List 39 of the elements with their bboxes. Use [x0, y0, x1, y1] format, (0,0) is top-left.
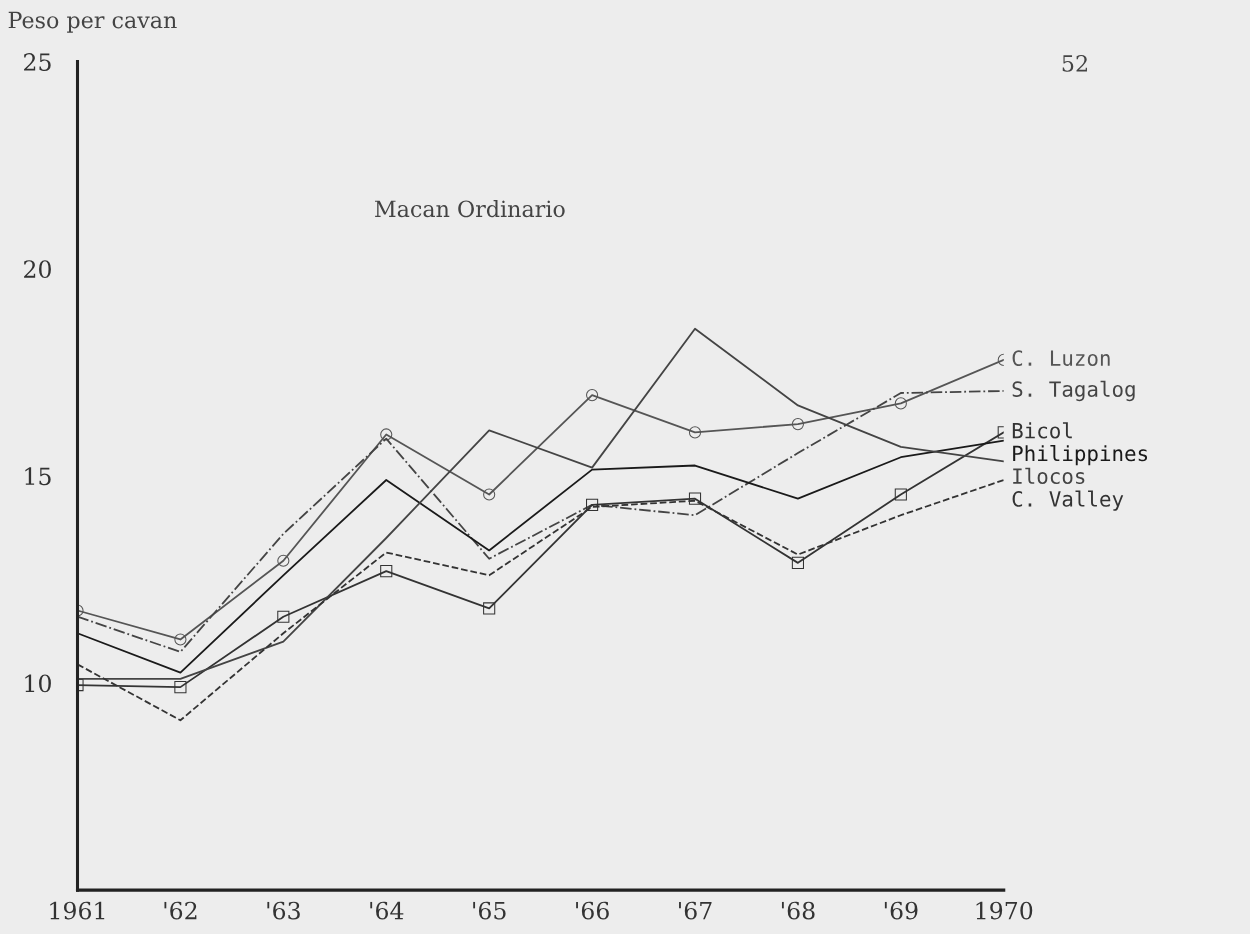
point — [791, 556, 804, 569]
series-label: Bicol — [1012, 422, 1072, 439]
y-axis-title: Peso per cavan — [8, 11, 177, 33]
point — [586, 389, 599, 402]
point — [277, 610, 290, 623]
y-tick-label: 20 — [24, 260, 51, 279]
x-tick-label: '63 — [267, 901, 300, 920]
point — [483, 602, 496, 615]
x-tick-label: '68 — [781, 901, 815, 920]
point — [174, 633, 187, 646]
point — [894, 397, 907, 410]
point — [174, 681, 187, 694]
point — [688, 426, 702, 439]
x-tick-label: 1970 — [976, 901, 1033, 920]
text: Macan Ordinario — [375, 200, 565, 218]
x-tick-label: 1961 — [50, 901, 105, 920]
point — [791, 418, 804, 431]
x-tick-label: '66 — [576, 901, 609, 920]
x-tick-label: '69 — [884, 901, 918, 920]
point — [380, 565, 393, 578]
y-tick-label: 10 — [25, 674, 51, 693]
point — [277, 554, 290, 567]
series-label: Philippines — [1013, 445, 1148, 466]
point — [688, 492, 702, 505]
y-tick-label: 25 — [24, 53, 51, 71]
x-tick-label: '64 — [370, 901, 404, 920]
series-label: Ilocos — [1013, 467, 1085, 485]
series-label: C. Valley — [1012, 490, 1124, 511]
y-tick-label: 15 — [25, 467, 51, 486]
point — [483, 488, 496, 501]
point — [894, 488, 907, 501]
point — [586, 498, 599, 511]
series-label: C. Luzon — [1012, 350, 1110, 366]
x-tick-label: '65 — [473, 901, 506, 920]
x-tick-label: '62 — [164, 901, 197, 920]
series-label: S. Tagalog — [1012, 380, 1135, 402]
text: 52 — [1062, 55, 1087, 72]
point — [380, 428, 393, 441]
x-tick-label: '67 — [679, 901, 712, 920]
